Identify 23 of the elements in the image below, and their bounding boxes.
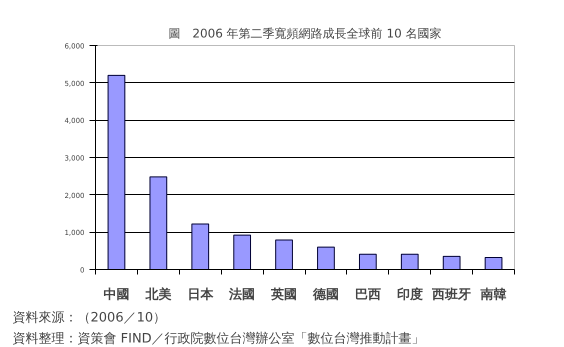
bar xyxy=(442,256,461,270)
bar xyxy=(149,176,168,270)
bar xyxy=(233,234,252,270)
x-tick-label: 印度 xyxy=(396,286,423,302)
x-tick-label: 巴西 xyxy=(354,288,381,302)
bar xyxy=(317,246,335,270)
x-tick-label: 日本 xyxy=(187,288,214,302)
bar xyxy=(275,240,293,270)
bar xyxy=(484,257,502,270)
x-tick-label: 南韓 xyxy=(480,288,507,302)
x-tick-label: 西班牙 xyxy=(431,288,472,302)
bar xyxy=(108,74,126,270)
chart-title: 圖 2006 年第二季寬頻網路成長全球前 10 名國家 xyxy=(168,26,442,40)
bar xyxy=(358,254,377,270)
x-tick-label: 北美 xyxy=(144,286,172,302)
bar xyxy=(191,223,210,270)
x-tick-label: 英國 xyxy=(270,288,298,302)
source-note: 資料來源：（2006／10） xyxy=(12,310,166,326)
bar xyxy=(400,254,419,270)
x-tick-label: 德國 xyxy=(312,288,339,302)
x-tick-label: 中國 xyxy=(103,288,130,302)
text: 資料整理：資策會 FIND／行政院數位台灣辦公室「數位台灣推動計畫」 xyxy=(12,330,425,346)
x-tick-label: 法國 xyxy=(228,288,256,302)
